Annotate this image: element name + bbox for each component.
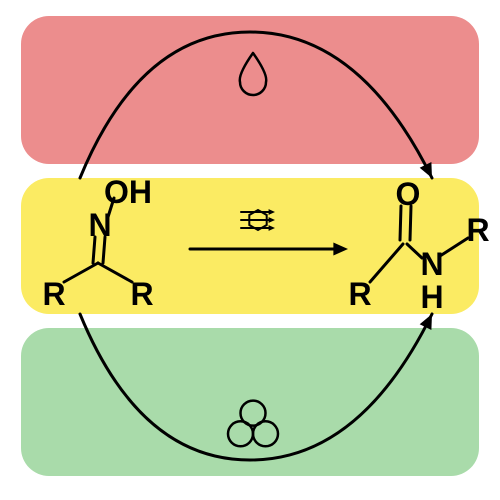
label-right-H: H	[420, 281, 443, 313]
label-right-N: N	[420, 248, 443, 280]
diagram-canvas: OH N R R O R N H R	[0, 0, 500, 500]
label-right-R2: R	[466, 214, 489, 246]
label-right-O: O	[396, 178, 421, 210]
label-left-R2: R	[130, 278, 153, 310]
label-left-N: N	[88, 209, 111, 241]
label-right-R1: R	[348, 278, 371, 310]
label-left-R1: R	[42, 278, 65, 310]
label-left-OH: OH	[104, 176, 152, 208]
